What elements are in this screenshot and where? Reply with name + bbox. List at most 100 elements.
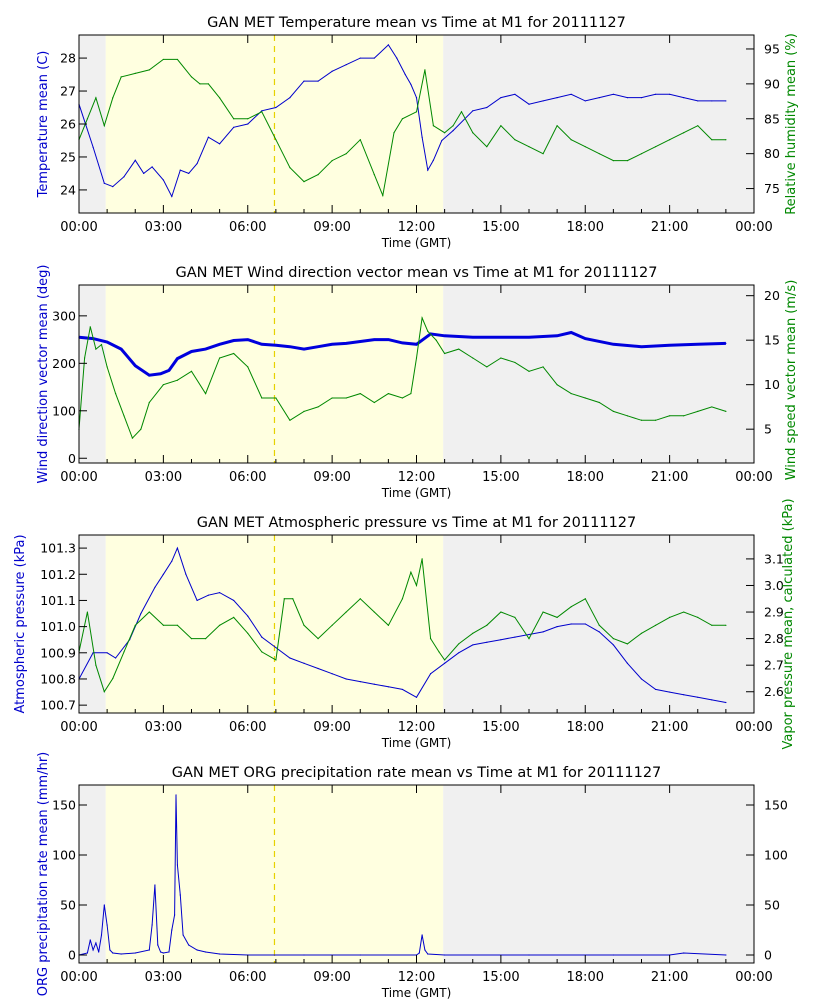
data-point — [418, 952, 420, 954]
data-point — [275, 397, 277, 399]
data-point — [640, 678, 643, 680]
data-point — [556, 626, 558, 628]
y2-tick-label: 2.6 — [764, 684, 784, 699]
chart-panel-2: 00:00 03:00 06:00 09:00 12:00 15:00 18:00 21:00… — [36, 265, 799, 500]
data-point — [120, 76, 122, 78]
data-point — [159, 373, 162, 375]
y-tick-label: 27 — [60, 84, 76, 99]
data-point — [458, 348, 460, 350]
x-tick-label: 06:00 — [229, 220, 266, 235]
data-point — [401, 118, 404, 120]
x-tick-label: 21:00 — [651, 470, 688, 485]
data-point — [415, 97, 418, 99]
data-point — [373, 57, 375, 59]
x-tick-label: 06:00 — [229, 970, 266, 985]
data-point — [697, 100, 699, 102]
data-point — [500, 611, 502, 613]
data-point — [401, 342, 404, 344]
y2-axis-label: Wind speed vector mean (m/s) — [784, 280, 799, 481]
data-point — [176, 864, 179, 866]
data-point — [711, 699, 713, 701]
chart-title: GAN MET Temperature mean vs Time at M1 f… — [207, 15, 626, 31]
data-point — [421, 136, 423, 138]
data-point — [711, 624, 713, 626]
data-point — [162, 573, 164, 575]
x-tick-label: 00:00 — [60, 970, 97, 985]
data-point — [556, 125, 558, 127]
data-point — [697, 696, 699, 698]
data-point — [106, 366, 108, 368]
chart-panel-3: 00:00 03:00 06:00 09:00 12:00 15:00 18:00 21:00… — [13, 498, 796, 750]
data-point — [711, 100, 713, 102]
x-tick-label: 12:00 — [398, 470, 435, 485]
data-point — [95, 664, 97, 666]
data-point — [711, 406, 713, 408]
data-point — [109, 949, 111, 951]
data-point — [444, 335, 446, 337]
data-point — [382, 194, 384, 197]
data-point — [542, 631, 544, 633]
background-band-3 — [443, 285, 754, 463]
data-point — [654, 624, 657, 626]
x-axis-label: Time (GMT) — [381, 736, 452, 750]
data-point — [247, 366, 249, 368]
data-point — [570, 331, 572, 334]
data-point — [683, 97, 685, 99]
data-point — [584, 146, 586, 148]
data-point — [401, 598, 404, 600]
x-tick-label: 03:00 — [145, 470, 182, 485]
data-point — [219, 97, 221, 99]
data-point — [204, 348, 207, 350]
data-point — [415, 111, 418, 113]
data-point — [190, 638, 193, 640]
data-point — [458, 643, 460, 645]
data-point — [584, 338, 586, 340]
y2-tick-label: 2.9 — [764, 605, 784, 620]
data-point — [86, 952, 89, 954]
x-tick-label: 06:00 — [229, 470, 266, 485]
data-point — [683, 415, 685, 417]
data-point — [154, 884, 156, 886]
data-point — [233, 126, 235, 128]
data-point — [303, 80, 305, 82]
data-point — [112, 97, 114, 99]
data-point — [514, 636, 516, 638]
data-point — [683, 611, 685, 613]
data-point — [415, 696, 418, 698]
x-tick-label: 00:00 — [735, 220, 772, 235]
data-point — [331, 343, 333, 345]
data-point — [162, 624, 164, 626]
data-point — [233, 352, 235, 355]
data-point — [289, 657, 291, 659]
data-point — [317, 667, 319, 670]
data-point — [669, 616, 671, 618]
data-point — [612, 638, 614, 640]
y-tick-label: 300 — [52, 308, 76, 323]
data-point — [421, 558, 423, 560]
y-tick-label: 101.3 — [40, 541, 76, 556]
data-point — [598, 401, 600, 404]
data-point — [421, 317, 423, 319]
data-point — [207, 136, 209, 138]
data-point — [317, 346, 319, 348]
data-point — [100, 344, 103, 346]
data-point — [112, 677, 114, 680]
data-point — [410, 83, 412, 86]
data-point — [247, 338, 249, 341]
data-point — [556, 335, 558, 337]
data-point — [725, 410, 727, 412]
data-point — [233, 599, 235, 602]
y2-tick-label: 3.0 — [764, 578, 784, 593]
data-point — [669, 93, 671, 95]
y-tick-label: 101.0 — [40, 619, 76, 634]
data-point — [86, 611, 89, 613]
data-point — [261, 343, 263, 345]
x-tick-label: 00:00 — [735, 720, 772, 735]
data-point — [151, 166, 153, 168]
data-point — [233, 339, 235, 342]
data-point — [640, 419, 643, 421]
data-point — [204, 951, 207, 953]
data-point — [204, 392, 207, 395]
data-point — [84, 357, 86, 359]
data-point — [444, 954, 446, 956]
